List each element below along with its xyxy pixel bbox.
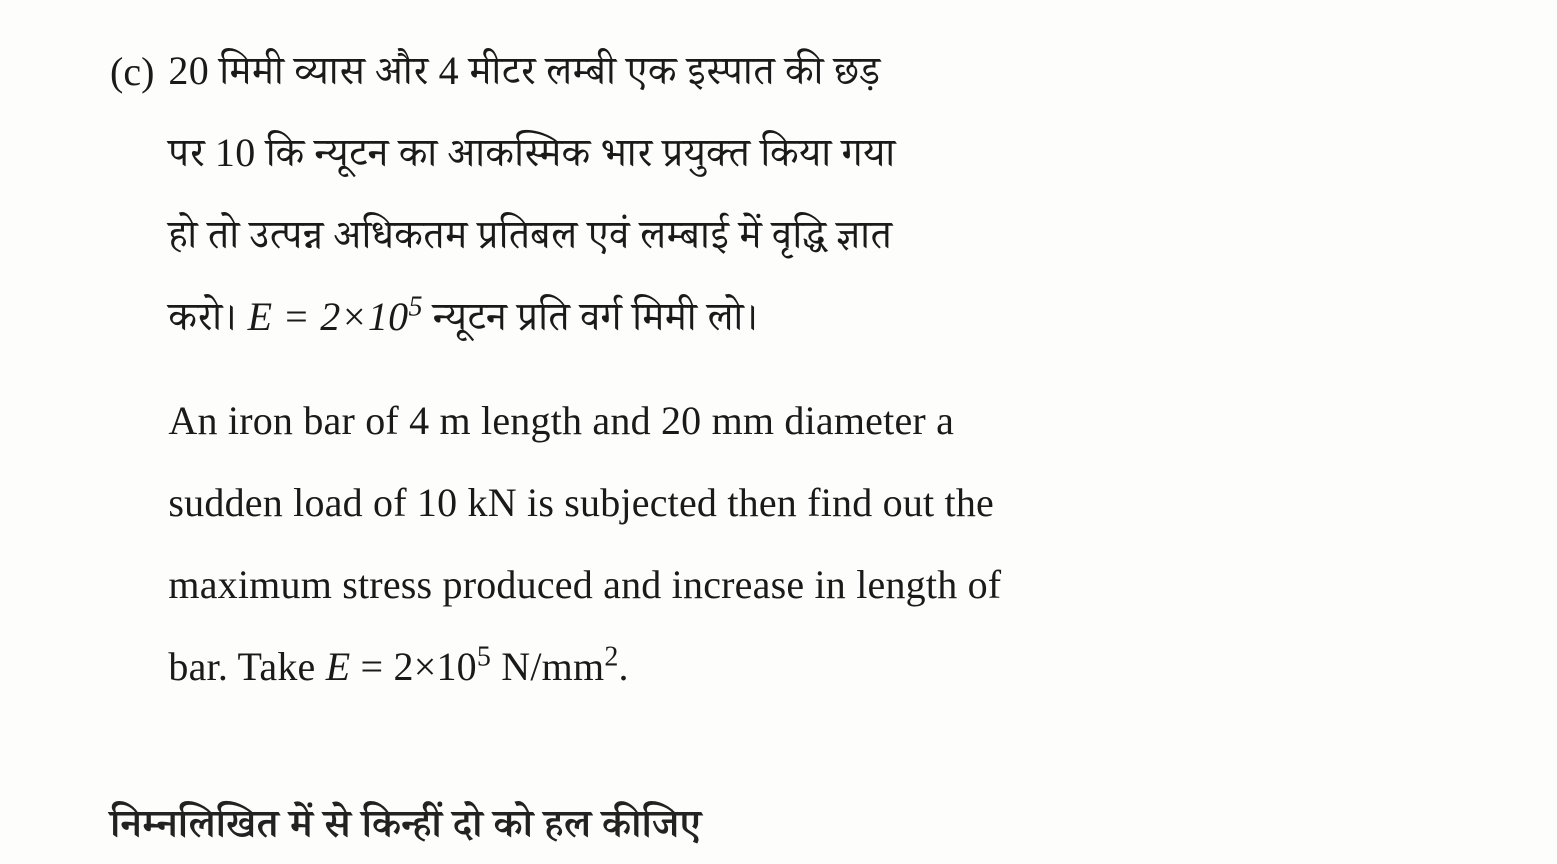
eq-exp-2: 2 xyxy=(604,642,618,673)
hindi-eq-E: E = 2×105 xyxy=(248,294,423,339)
eq-var-E: E xyxy=(248,294,273,339)
question-hindi: 20 मिमी व्यास और 4 मीटर लम्बी एक इस्पात … xyxy=(168,30,1467,358)
hindi-line2: पर 10 कि न्यूटन का आकस्मिक भार प्रयुक्त … xyxy=(168,130,895,175)
eng-line3: maximum stress produced and increase in … xyxy=(168,562,1001,607)
question-body: 20 मिमी व्यास और 4 मीटर लम्बी एक इस्पात … xyxy=(168,30,1467,708)
hindi-line3: हो तो उत्पन्न अधिकतम प्रतिबल एवं लम्बाई … xyxy=(168,212,892,257)
eng-line2: sudden load of 10 kN is subjected then f… xyxy=(168,480,994,525)
eng-eq-E: E = 2×105 N/mm2 xyxy=(326,644,619,689)
question-label: (c) xyxy=(110,30,154,110)
eng-line4-pre: bar. Take xyxy=(168,644,325,689)
next-question-fragment: निम्नलिखित में से किन्हीं दो को हल कीजिए xyxy=(110,800,701,862)
eq-var-E-eng: E xyxy=(326,644,351,689)
eq-exp-5: 5 xyxy=(408,292,422,323)
hindi-line4-post: न्यूटन प्रति वर्ग मिमी लो। xyxy=(423,294,759,339)
question-c: (c) 20 मिमी व्यास और 4 मीटर लम्बी एक इस्… xyxy=(110,30,1467,708)
hindi-line1: 20 मिमी व्यास और 4 मीटर लम्बी एक इस्पात … xyxy=(168,48,880,93)
question-english: An iron bar of 4 m length and 20 mm diam… xyxy=(168,380,1467,708)
eq-exp-5-eng: 5 xyxy=(477,642,491,673)
eng-line1: An iron bar of 4 m length and 20 mm diam… xyxy=(168,398,954,443)
hindi-line4-pre: करो। xyxy=(168,294,247,339)
eng-line4-post: . xyxy=(619,644,629,689)
exam-page: (c) 20 मिमी व्यास और 4 मीटर लम्बी एक इस्… xyxy=(0,0,1557,864)
